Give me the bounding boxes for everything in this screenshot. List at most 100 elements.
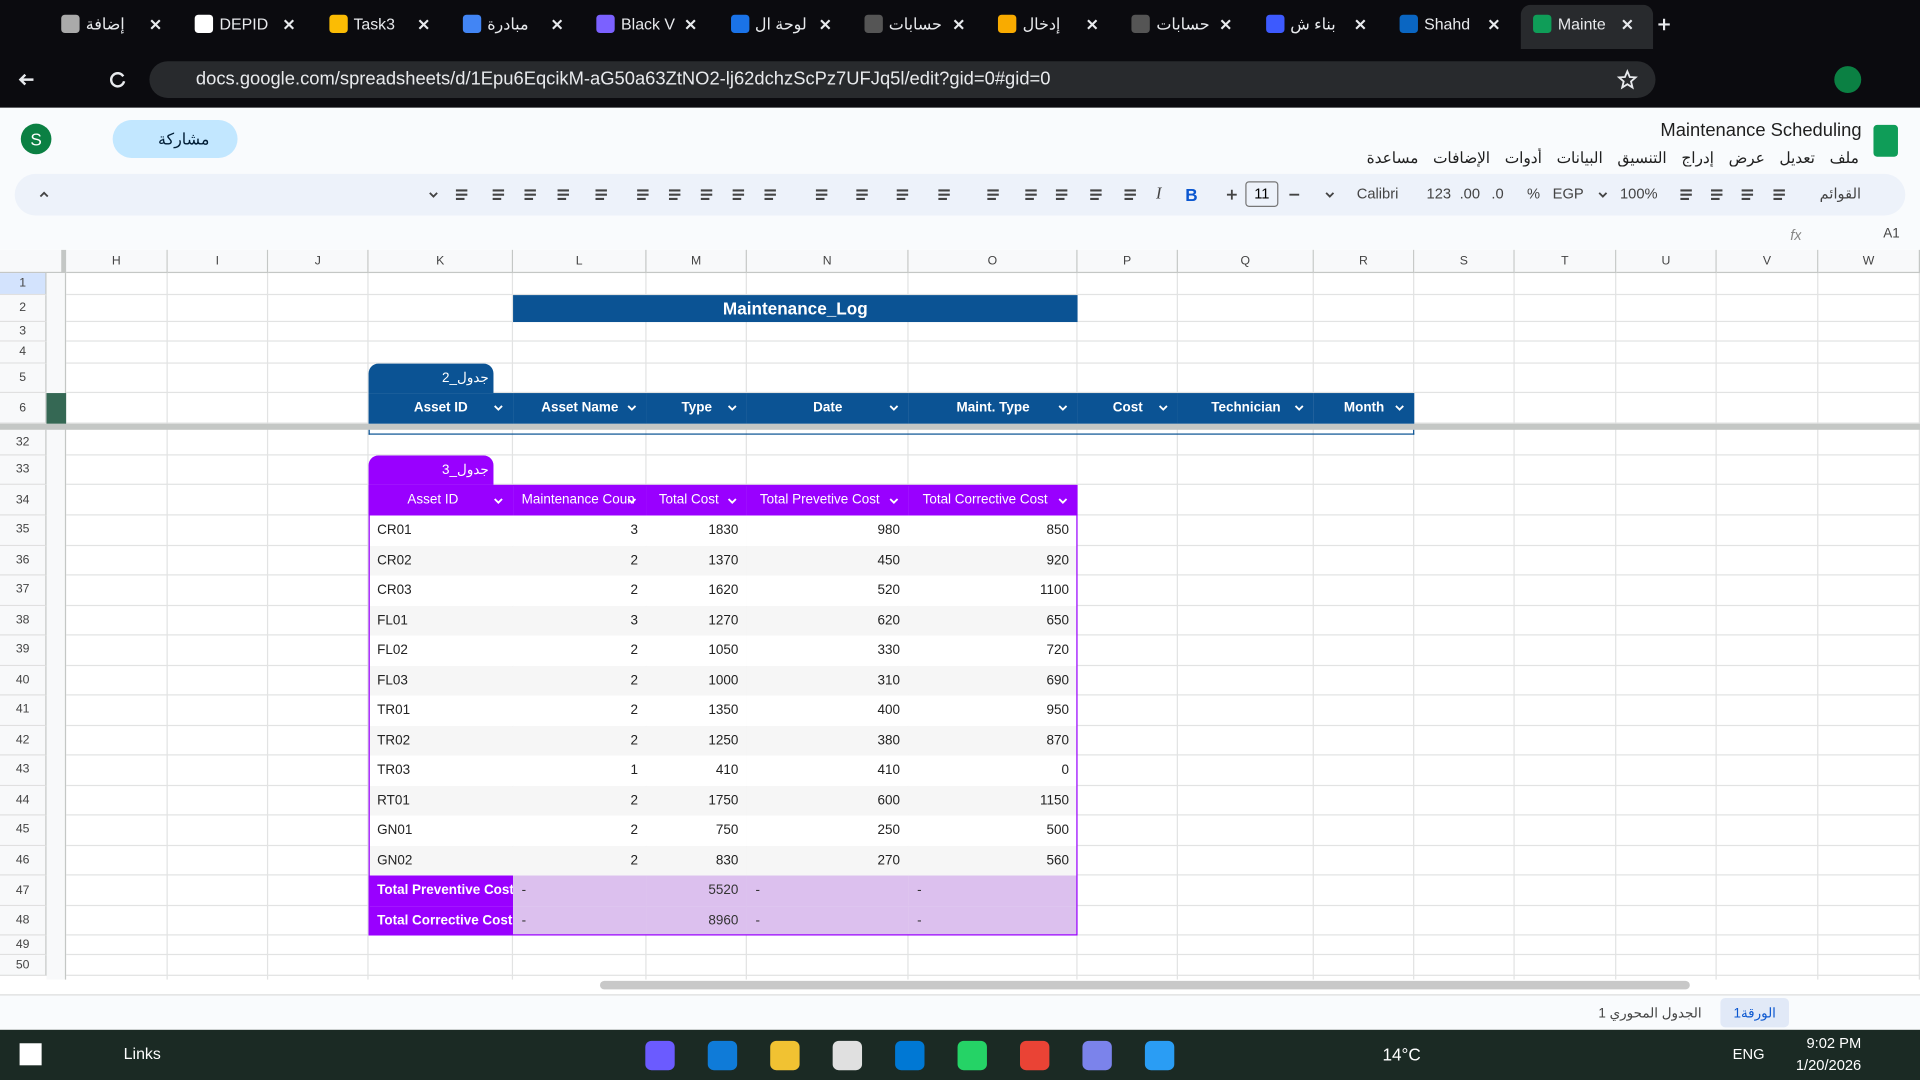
menu-item[interactable]: أدوات	[1504, 148, 1542, 166]
taskbar-app[interactable]	[1082, 1040, 1112, 1071]
tab-title[interactable]: مبادرة	[487, 14, 529, 34]
tab-title[interactable]: DEPID	[219, 14, 269, 34]
row-header[interactable]: 50	[0, 955, 47, 976]
column-header[interactable]: M	[646, 249, 747, 274]
row-header[interactable]: 42	[0, 725, 47, 756]
doc-title[interactable]: Maintenance Scheduling	[1660, 120, 1862, 141]
name-box[interactable]: A1	[1883, 226, 1900, 242]
tab-title[interactable]: بناء ش	[1290, 14, 1336, 34]
column-header[interactable]: H	[66, 249, 168, 274]
toolbar-search[interactable]: القوائم	[1819, 184, 1862, 203]
menu-item[interactable]: ملف	[1829, 148, 1859, 166]
tab-title[interactable]: Shahd	[1424, 14, 1471, 34]
tab-title[interactable]: Mainte	[1557, 14, 1606, 34]
row-header[interactable]: 49	[0, 935, 47, 956]
column-header[interactable]: P	[1077, 249, 1178, 274]
toolbar-decimals-dec[interactable]: .0	[1491, 184, 1504, 203]
taskbar-app[interactable]	[707, 1040, 738, 1071]
row-header[interactable]: 34	[0, 484, 47, 516]
row-header[interactable]: 46	[0, 845, 47, 876]
table-header[interactable]: Asset ID	[368, 393, 514, 424]
column-header[interactable]: K	[368, 249, 514, 274]
toolbar-decimals-inc[interactable]: .00	[1459, 184, 1481, 203]
table-header[interactable]: Maintenance Coun	[513, 484, 647, 516]
toolbar-percent[interactable]: %	[1526, 184, 1541, 203]
table-header[interactable]: Technician	[1177, 393, 1314, 424]
menu-item[interactable]: الإضافات	[1433, 148, 1491, 166]
row-header[interactable]: 4	[0, 341, 47, 364]
menu-item[interactable]: البيانات	[1556, 148, 1603, 166]
column-header[interactable]: I	[167, 249, 269, 274]
avatar[interactable]: S	[20, 123, 52, 155]
taskbar-app[interactable]	[957, 1040, 987, 1071]
table-header[interactable]: Asset ID	[368, 484, 514, 516]
table-header[interactable]: Maint. Type	[908, 393, 1078, 424]
taskbar-search[interactable]: Links	[123, 1044, 161, 1063]
row-header[interactable]: 45	[0, 815, 47, 846]
row-header[interactable]: 47	[0, 875, 47, 907]
row-header[interactable]: 44	[0, 785, 47, 816]
table-tab[interactable]: جدول_3	[368, 455, 494, 485]
column-header[interactable]: R	[1313, 249, 1415, 274]
taskbar-app[interactable]	[1020, 1040, 1050, 1071]
row-header[interactable]: 48	[0, 906, 47, 936]
toolbar-font[interactable]: Calibri	[1356, 184, 1399, 203]
font-size-box[interactable]: 11	[1245, 181, 1279, 207]
column-header[interactable]: S	[1414, 249, 1515, 274]
column-header[interactable]: W	[1818, 249, 1920, 274]
row-header[interactable]: 41	[0, 695, 47, 726]
menu-item[interactable]: إدراج	[1681, 148, 1714, 166]
row-header[interactable]: 36	[0, 545, 47, 576]
menu-item[interactable]: تعديل	[1779, 148, 1815, 166]
row-header[interactable]: 38	[0, 605, 47, 636]
toolbar-zoom[interactable]: 100%	[1620, 184, 1658, 203]
menu-item[interactable]: عرض	[1728, 148, 1765, 166]
row-header[interactable]: 40	[0, 665, 47, 696]
row-header[interactable]: 5	[0, 363, 47, 394]
column-header[interactable]: J	[268, 249, 369, 274]
table-header[interactable]: Asset Name	[513, 393, 647, 424]
toolbar-format[interactable]: 123	[1426, 184, 1452, 203]
language[interactable]: ENG	[1732, 1045, 1765, 1063]
row-header[interactable]: 1	[0, 273, 47, 296]
column-header[interactable]: V	[1716, 249, 1819, 274]
row-header[interactable]: 3	[0, 322, 47, 342]
row-header[interactable]: 35	[0, 515, 47, 546]
taskbar-app[interactable]	[895, 1040, 925, 1071]
tab-title[interactable]: لوحة ال	[754, 14, 807, 34]
column-header[interactable]: T	[1514, 249, 1617, 274]
tab-title[interactable]: إدخال	[1022, 14, 1061, 34]
share-button[interactable]: مشاركة	[112, 120, 238, 158]
column-header[interactable]: Q	[1177, 249, 1314, 274]
row-header[interactable]: 32	[0, 429, 47, 456]
row-header[interactable]: 37	[0, 575, 47, 606]
column-header[interactable]: U	[1616, 249, 1717, 274]
sheet-tab[interactable]: الجدول المحوري 1	[1598, 1005, 1702, 1021]
weather[interactable]: 14°C	[1382, 1044, 1421, 1065]
row-header[interactable]: 39	[0, 635, 47, 666]
table-tab[interactable]: جدول_2	[368, 363, 494, 394]
toolbar-currency[interactable]: EGP	[1552, 184, 1584, 203]
taskbar-app[interactable]	[770, 1040, 800, 1071]
sheet-tab-active[interactable]: الورقة1	[1720, 997, 1789, 1028]
tab-title[interactable]: حسابات	[1156, 14, 1210, 34]
h-scrollbar[interactable]	[600, 980, 1690, 990]
toolbar-italic[interactable]: I	[1155, 184, 1162, 204]
menu-item[interactable]: مساعدة	[1366, 148, 1419, 166]
column-header[interactable]: N	[746, 249, 909, 274]
address-bar[interactable]: docs.google.com/spreadsheets/d/1Epu6Eqci…	[149, 61, 1656, 98]
tab-title[interactable]: إضافة	[85, 14, 125, 34]
tab-title[interactable]: Task3	[353, 14, 395, 34]
menu-item[interactable]: التنسيق	[1617, 148, 1667, 166]
column-header[interactable]: O	[908, 249, 1078, 274]
table-header[interactable]: Total Prevetive Cost	[746, 484, 909, 516]
row-header[interactable]: 43	[0, 755, 47, 786]
tab-title[interactable]: Black V	[621, 14, 676, 34]
column-header[interactable]: L	[513, 249, 647, 274]
row-header[interactable]: 2	[0, 295, 47, 323]
taskbar-app[interactable]	[832, 1040, 863, 1071]
toolbar-bold[interactable]: B	[1185, 184, 1198, 205]
table-header[interactable]: Date	[746, 393, 909, 424]
row-header[interactable]: 33	[0, 455, 47, 485]
tab-title[interactable]: حسابات	[888, 14, 942, 34]
